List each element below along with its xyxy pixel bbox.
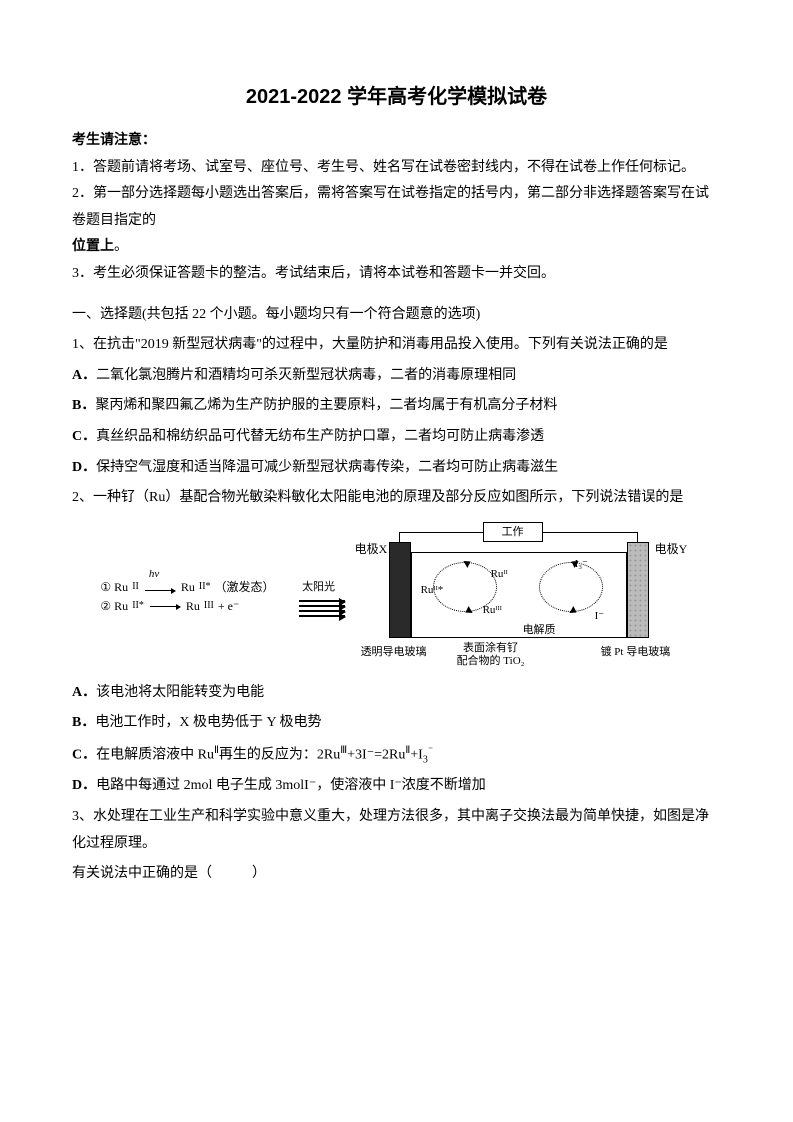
- q1-c-text: 真丝织品和棉纺织品可代替无纺布生产防护口罩，二者均可防止病毒渗透: [96, 429, 544, 444]
- caption-mid: 表面涂有钌 配合物的 TiO₂: [457, 642, 525, 668]
- lead-wire: [543, 532, 638, 533]
- q2-b-text: 电池工作时，X 极电势低于 Y 极电势: [95, 715, 321, 730]
- fig-eq-1: ① RuII hν RuII* （激发态）: [100, 578, 274, 597]
- q2-opt-c: C．在电解质溶液中 RuⅡ再生的反应为：2RuⅢ+3I⁻=2RuⅡ+I3⁻: [72, 741, 721, 769]
- label-i3: I₃⁻: [575, 554, 588, 575]
- q2-opt-b: B．电池工作时，X 极电势低于 Y 极电势: [72, 710, 721, 737]
- electrode-x-label: 电极X: [355, 538, 388, 561]
- electrode-x-icon: [389, 542, 411, 638]
- lead-wire: [637, 532, 638, 542]
- q3-line2: 有关说法中正确的是（ ）: [72, 861, 721, 888]
- fig-eq-2: ② RuII* RuIII + e⁻: [100, 597, 274, 616]
- lead-wire: [399, 532, 483, 533]
- caption-right: 镀 Pt 导电玻璃: [601, 642, 671, 663]
- eq2-b: Ru: [186, 597, 200, 616]
- q1-a-text: 二氧化氯泡腾片和酒精均可杀灭新型冠状病毒，二者的消毒原理相同: [96, 368, 516, 383]
- q2-fig-right: 工作 电极X 电极Y Ruᴵᴵ* Ruᴵᴵ Ruᴵᴵᴵ I₃⁻ I⁻ 电解质 透…: [363, 522, 693, 672]
- q1-d-text: 保持空气湿度和适当降温可减少新型冠状病毒传染，二者均可防止病毒滋生: [96, 460, 558, 475]
- sun-arrows-block: 太阳光: [293, 577, 345, 617]
- answer-blank: [212, 866, 252, 881]
- notice-2a: 2．第一部分选择题每小题选出答案后，需将答案写在试卷指定的括号内，第二部分非选择…: [72, 186, 709, 228]
- notice-2b: 位置上: [72, 239, 114, 254]
- arrow-icon: [150, 606, 180, 607]
- notice-block: 考生请注意： 1．答题前请将考场、试室号、座位号、考生号、姓名写在试卷密封线内，…: [72, 128, 721, 288]
- q2-d-text: 电路中每通过 2mol 电子生成 3molI⁻，使溶液中 I⁻浓度不断增加: [96, 778, 486, 793]
- page-title: 2021-2022 学年高考化学模拟试卷: [72, 78, 721, 116]
- q2-fig-left: ① RuII hν RuII* （激发态） ② RuII* RuIII + e⁻: [100, 578, 274, 616]
- work-box: 工作: [483, 522, 543, 542]
- electrode-y-icon: [627, 542, 649, 638]
- q1-stem: 1、在抗击"2019 新型冠状病毒"的过程中，大量防护和消毒用品投入使用。下列有…: [72, 332, 721, 359]
- q2-c-mid: 再生的反应为：2Ru: [219, 748, 340, 763]
- eq1-c: （激发态）: [215, 578, 275, 597]
- q3-line2b: ）: [252, 866, 266, 881]
- cycle-right-icon: [539, 562, 603, 612]
- eq1-b: Ru: [181, 578, 195, 597]
- eq2-c: + e⁻: [218, 597, 239, 616]
- eq2-a: ② Ru: [100, 597, 128, 616]
- q1-opt-a: A．二氧化氯泡腾片和酒精均可杀灭新型冠状病毒，二者的消毒原理相同: [72, 363, 721, 390]
- q2-c-post: +3I⁻=2Ru: [347, 748, 405, 763]
- label-iminus: I⁻: [595, 606, 604, 627]
- label-electrolyte: 电解质: [523, 620, 556, 641]
- lead-wire: [399, 532, 400, 542]
- electrode-y-label: 电极Y: [655, 538, 688, 561]
- caption-mid-2: 配合物的 TiO₂: [457, 655, 525, 667]
- q2-c-tail: +I: [410, 748, 423, 763]
- notice-2c: 。: [114, 239, 128, 254]
- q1-opt-c: C．真丝织品和棉纺织品可代替无纺布生产防护口罩，二者均可防止病毒渗透: [72, 424, 721, 451]
- q2-c-pre: 在电解质溶液中 Ru: [96, 748, 214, 763]
- q2-opt-a: A．该电池将太阳能转变为电能: [72, 680, 721, 707]
- arrow-icon: [145, 590, 175, 591]
- q1-b-text: 聚丙烯和聚四氟乙烯为生产防护服的主要原料，二者均属于有机高分子材料: [95, 398, 557, 413]
- caption-left: 透明导电玻璃: [361, 642, 427, 663]
- q1-opt-d: D．保持空气湿度和适当降温可减少新型冠状病毒传染，二者均可防止病毒滋生: [72, 455, 721, 482]
- sun-arrows-icon: [299, 600, 345, 617]
- section-1-header: 一、选择题(共包括 22 个小题。每小题均只有一个符合题意的选项): [72, 302, 721, 329]
- q3-line1: 3、水处理在工业生产和科学实验中意义重大，处理方法很多，其中离子交换法最为简单快…: [72, 804, 721, 857]
- q2-figure: ① RuII hν RuII* （激发态） ② RuII* RuIII + e⁻…: [72, 522, 721, 672]
- eq1-a: ① Ru: [100, 578, 128, 597]
- label-ru3: Ruᴵᴵᴵ: [483, 600, 502, 621]
- notice-line-2: 2．第一部分选择题每小题选出答案后，需将答案写在试卷指定的括号内，第二部分非选择…: [72, 181, 721, 234]
- q2-stem: 2、一种钌（Ru）基配合物光敏染料敏化太阳能电池的原理及部分反应如图所示，下列说…: [72, 485, 721, 512]
- q3-line2a: 有关说法中正确的是（: [72, 866, 212, 881]
- q2-opt-d: D．电路中每通过 2mol 电子生成 3molI⁻，使溶液中 I⁻浓度不断增加: [72, 773, 721, 800]
- hv-label: hν: [149, 566, 159, 584]
- notice-line-3: 3．考生必须保证答题卡的整洁。考试结束后，请将本试卷和答题卡一并交回。: [72, 261, 721, 288]
- sun-label: 太阳光: [293, 577, 345, 598]
- q2-a-text: 该电池将太阳能转变为电能: [96, 685, 264, 700]
- q1-opt-b: B．聚丙烯和聚四氟乙烯为生产防护服的主要原料，二者均属于有机高分子材料: [72, 393, 721, 420]
- notice-line-2b: 位置上。: [72, 234, 721, 261]
- label-ru2: Ruᴵᴵ: [491, 564, 508, 585]
- notice-header: 考生请注意：: [72, 128, 721, 155]
- notice-line-1: 1．答题前请将考场、试室号、座位号、考生号、姓名写在试卷密封线内，不得在试卷上作…: [72, 155, 721, 182]
- caption-mid-1: 表面涂有钌: [463, 642, 518, 654]
- label-ru2star: Ruᴵᴵ*: [421, 580, 444, 601]
